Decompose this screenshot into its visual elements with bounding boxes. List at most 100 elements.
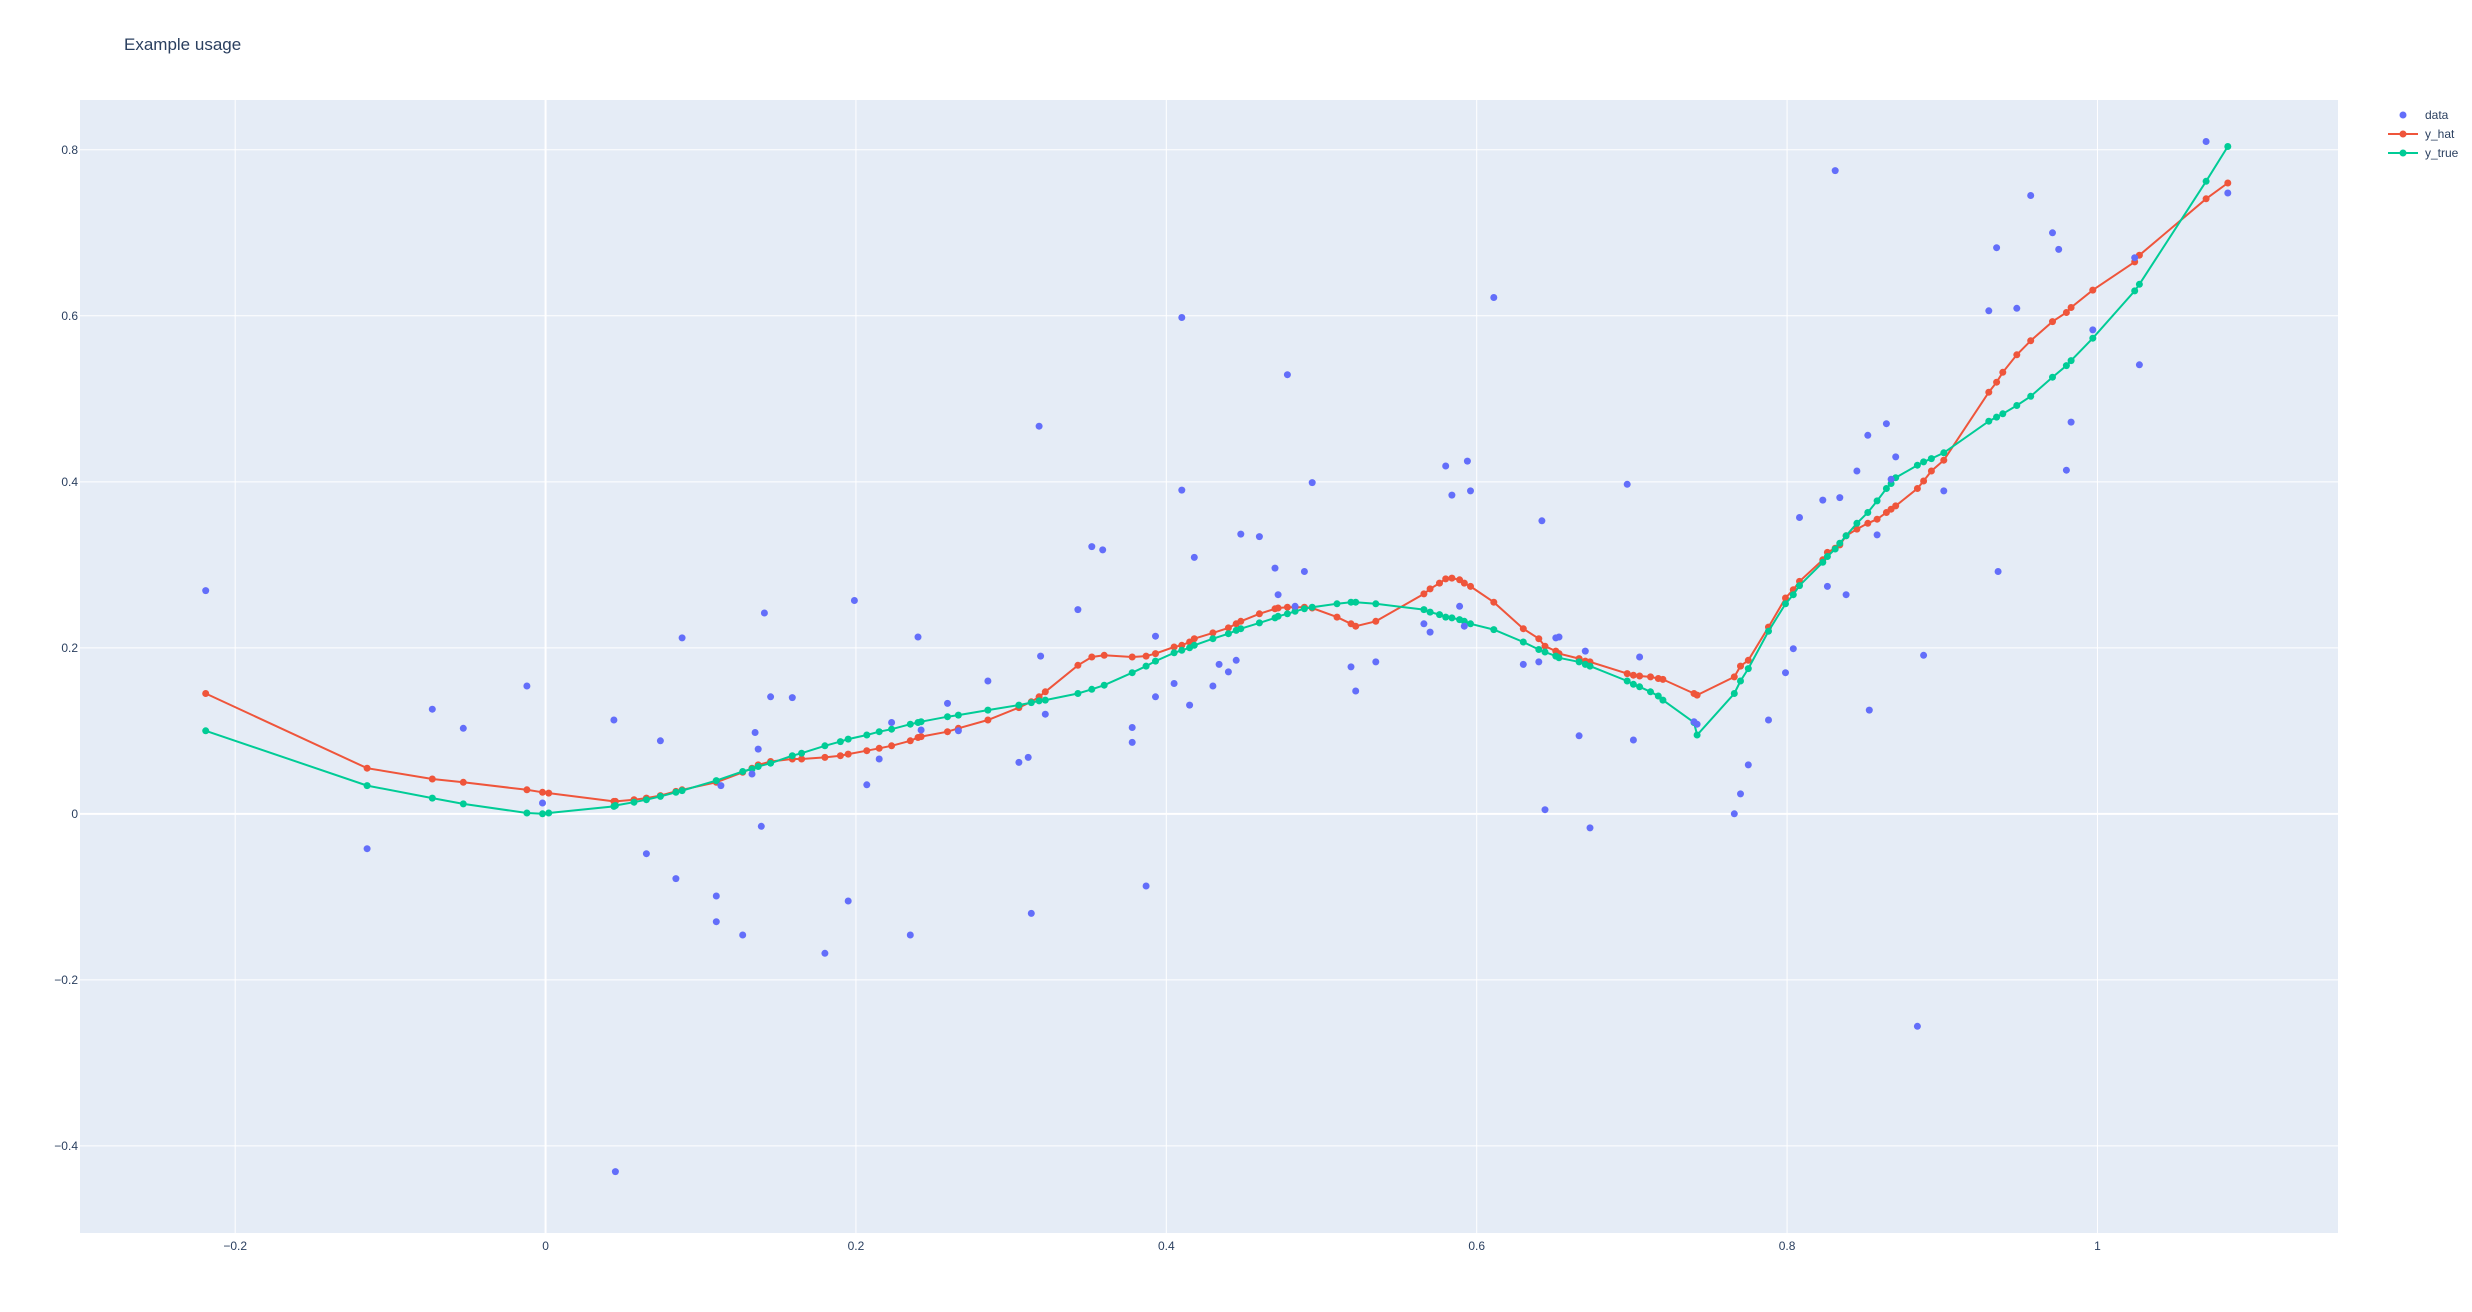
data-point-y_true: [917, 718, 925, 726]
data-point-data: [2089, 326, 2097, 334]
data-point-y_true: [1993, 413, 2001, 421]
data-point-y_true: [1300, 605, 1308, 613]
data-point-data: [1074, 606, 1082, 614]
data-point-data: [1490, 294, 1498, 301]
legend-item-y_hat[interactable]: y_hat: [2388, 127, 2455, 141]
data-point-y_true: [1765, 627, 1772, 635]
data-point-data: [2049, 229, 2056, 237]
data-point-data: [611, 1168, 619, 1176]
data-point-data: [1224, 668, 1232, 676]
data-point-y_hat: [1853, 525, 1861, 533]
data-point-y_hat: [2067, 304, 2075, 311]
data-point-data: [1796, 514, 1803, 521]
data-point-data: [850, 597, 858, 604]
data-point-y_true: [1490, 626, 1498, 634]
data-point-y_true: [459, 800, 467, 808]
data-point-y_true: [2135, 280, 2143, 288]
data-point-y_true: [539, 810, 546, 818]
data-point-data: [1300, 568, 1308, 575]
data-point-y_hat: [1873, 515, 1881, 523]
data-point-y_true: [642, 796, 650, 804]
data-point-y_true: [1864, 509, 1872, 516]
data-point-y_hat: [1128, 653, 1136, 661]
data-point-y_true: [1237, 625, 1245, 633]
data-point-y_true: [1152, 657, 1159, 665]
x-tick-label: −0.2: [223, 1239, 247, 1253]
data-point-y_true: [748, 765, 756, 773]
data-point-data: [821, 949, 829, 957]
data-point-y_true: [944, 713, 951, 721]
data-point-y_hat: [1940, 456, 1948, 464]
data-point-y_true: [2062, 362, 2070, 370]
data-point-data: [1178, 314, 1186, 321]
legend-item-y_true[interactable]: y_true: [2388, 146, 2459, 160]
data-point-data: [754, 745, 762, 753]
data-point-y_hat: [1623, 670, 1631, 678]
data-point-y_hat: [1170, 643, 1178, 651]
data-point-y_hat: [1041, 688, 1049, 696]
data-point-y_hat: [1088, 653, 1096, 661]
data-point-data: [2131, 254, 2139, 262]
data-point-data: [1575, 732, 1583, 740]
legend: data y_hat y_true: [2388, 108, 2459, 160]
data-point-y_hat: [1333, 613, 1341, 621]
data-point-y_true: [1853, 519, 1861, 527]
data-point-data: [1623, 480, 1631, 488]
data-point-y_hat: [863, 747, 871, 755]
data-point-y_hat: [1737, 662, 1744, 670]
data-point-y_hat: [1255, 610, 1263, 618]
y-tick-label: −0.4: [54, 1139, 78, 1153]
data-point-data: [888, 719, 896, 726]
data-point-data: [1555, 633, 1563, 641]
data-point-y_true: [1190, 641, 1198, 649]
data-point-y_true: [1027, 699, 1035, 707]
data-point-y_hat: [2202, 195, 2210, 203]
data-point-data: [202, 587, 210, 595]
data-point-y_true: [1128, 669, 1136, 677]
data-point-y_hat: [2049, 318, 2056, 326]
data-point-y_true: [1519, 638, 1527, 646]
data-point-data: [1088, 543, 1096, 551]
data-point-y_true: [1041, 696, 1049, 704]
data-point-data: [767, 693, 775, 701]
data-point-data: [712, 918, 720, 926]
data-point-data: [1308, 479, 1316, 487]
data-point-data: [1190, 553, 1198, 561]
data-point-data: [751, 729, 759, 736]
data-point-y_true: [1575, 658, 1583, 666]
data-point-y_true: [611, 802, 619, 809]
data-point-data: [1255, 533, 1263, 541]
data-point-y_true: [1920, 458, 1928, 466]
data-point-y_true: [2013, 402, 2021, 409]
legend-label-data: data: [2425, 108, 2449, 122]
data-point-y_hat: [1283, 603, 1291, 611]
data-point-y_true: [836, 738, 844, 746]
data-point-data: [1448, 491, 1456, 499]
data-point-y_hat: [821, 753, 829, 761]
data-point-y_true: [1636, 683, 1644, 691]
data-point-data: [1842, 591, 1850, 599]
data-point-y_true: [1659, 696, 1667, 704]
data-point-y_hat: [1659, 675, 1667, 683]
legend-item-data[interactable]: data: [2399, 108, 2449, 122]
x-tick-label: 0.6: [1468, 1239, 1485, 1253]
data-point-data: [1586, 824, 1594, 832]
data-point-y_hat: [836, 752, 844, 760]
data-point-data: [1274, 591, 1282, 599]
x-tick-label: 0.2: [848, 1239, 865, 1253]
data-point-data: [954, 727, 962, 735]
legend-marker-y_hat: [2399, 130, 2407, 138]
data-point-data: [1152, 693, 1159, 701]
data-point-y_true: [1744, 665, 1752, 673]
data-point-data: [1882, 420, 1890, 428]
data-point-y_true: [788, 752, 796, 760]
data-point-data: [1215, 660, 1223, 668]
data-point-y_hat: [1224, 624, 1232, 632]
zero-lines: [80, 100, 2338, 1233]
grid: [80, 100, 2338, 1233]
data-point-data: [1892, 453, 1900, 461]
data-point-y_true: [1737, 677, 1744, 685]
data-point-y_true: [428, 794, 436, 802]
data-point-data: [1027, 909, 1035, 917]
data-point-data: [1538, 517, 1546, 525]
